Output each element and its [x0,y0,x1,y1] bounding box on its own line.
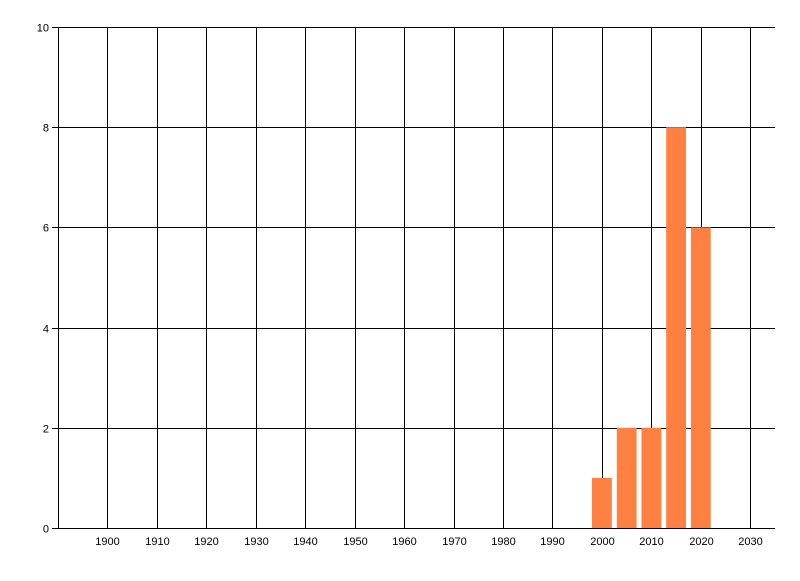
bar-2000 [592,477,612,528]
y-tick-label: 6 [43,223,49,235]
y-tick-label: 2 [43,424,49,436]
x-tick-label: 1950 [343,536,367,548]
x-tick-label: 2010 [639,536,663,548]
bar-2005 [616,427,637,528]
y-tick-label: 10 [37,23,49,35]
x-tick-label: 1910 [145,536,169,548]
x-tick-label: 2030 [738,536,762,548]
bar-2015 [666,127,686,528]
x-tick-label: 1920 [194,536,218,548]
y-tick-label: 8 [43,123,49,135]
x-tick-label: 2000 [590,536,614,548]
bar-2020 [690,227,711,528]
y-tick-label: 4 [43,324,49,336]
x-tick-label: 2020 [689,536,713,548]
x-tick-label: 1940 [293,536,317,548]
x-tick-label: 1900 [95,536,119,548]
x-tick-label: 1970 [442,536,466,548]
y-tick-label: 0 [43,524,49,536]
bar-2010 [641,427,662,528]
x-tick-label: 1930 [244,536,268,548]
x-tick-label: 1980 [491,536,515,548]
x-tick-label: 1960 [392,536,416,548]
x-tick-label: 1990 [540,536,564,548]
